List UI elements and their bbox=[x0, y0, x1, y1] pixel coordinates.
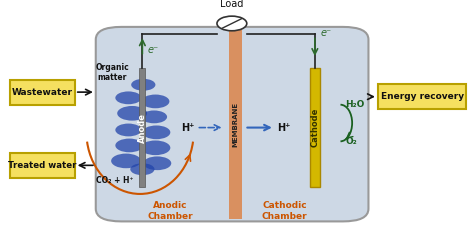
Circle shape bbox=[115, 124, 141, 136]
Circle shape bbox=[141, 95, 169, 108]
Text: CO₂ + H⁺: CO₂ + H⁺ bbox=[96, 176, 133, 185]
Text: Load: Load bbox=[220, 0, 244, 9]
Circle shape bbox=[115, 91, 141, 104]
Text: Anodic
Chamber: Anodic Chamber bbox=[147, 201, 193, 221]
FancyBboxPatch shape bbox=[9, 153, 75, 178]
Circle shape bbox=[117, 106, 147, 121]
Text: O₂: O₂ bbox=[345, 137, 357, 146]
Circle shape bbox=[130, 163, 155, 175]
Text: e⁻: e⁻ bbox=[148, 45, 159, 55]
FancyBboxPatch shape bbox=[9, 80, 75, 105]
Circle shape bbox=[131, 79, 155, 91]
Circle shape bbox=[142, 126, 170, 139]
Text: Cathodic
Chamber: Cathodic Chamber bbox=[262, 201, 307, 221]
Text: Treated water: Treated water bbox=[8, 161, 76, 170]
Circle shape bbox=[143, 156, 171, 170]
Circle shape bbox=[140, 141, 170, 155]
Circle shape bbox=[111, 154, 141, 168]
Text: MEMBRANE: MEMBRANE bbox=[233, 102, 238, 147]
Circle shape bbox=[217, 16, 247, 31]
Bar bbox=[229, 29, 242, 219]
Text: Anode: Anode bbox=[138, 113, 147, 143]
Circle shape bbox=[115, 139, 143, 152]
Text: Cathode: Cathode bbox=[310, 108, 319, 147]
Text: Organic
matter: Organic matter bbox=[95, 63, 129, 82]
Bar bbox=[310, 68, 320, 187]
FancyBboxPatch shape bbox=[96, 27, 368, 221]
Text: H⁺: H⁺ bbox=[181, 123, 194, 133]
Bar bbox=[139, 68, 146, 187]
Text: H₂O: H₂O bbox=[345, 100, 365, 109]
Text: e⁻: e⁻ bbox=[320, 28, 332, 38]
FancyBboxPatch shape bbox=[378, 84, 466, 109]
Text: Energy recovery: Energy recovery bbox=[381, 92, 464, 101]
Text: Wastewater: Wastewater bbox=[12, 88, 73, 97]
Circle shape bbox=[141, 110, 167, 123]
Text: H⁺: H⁺ bbox=[277, 123, 291, 133]
